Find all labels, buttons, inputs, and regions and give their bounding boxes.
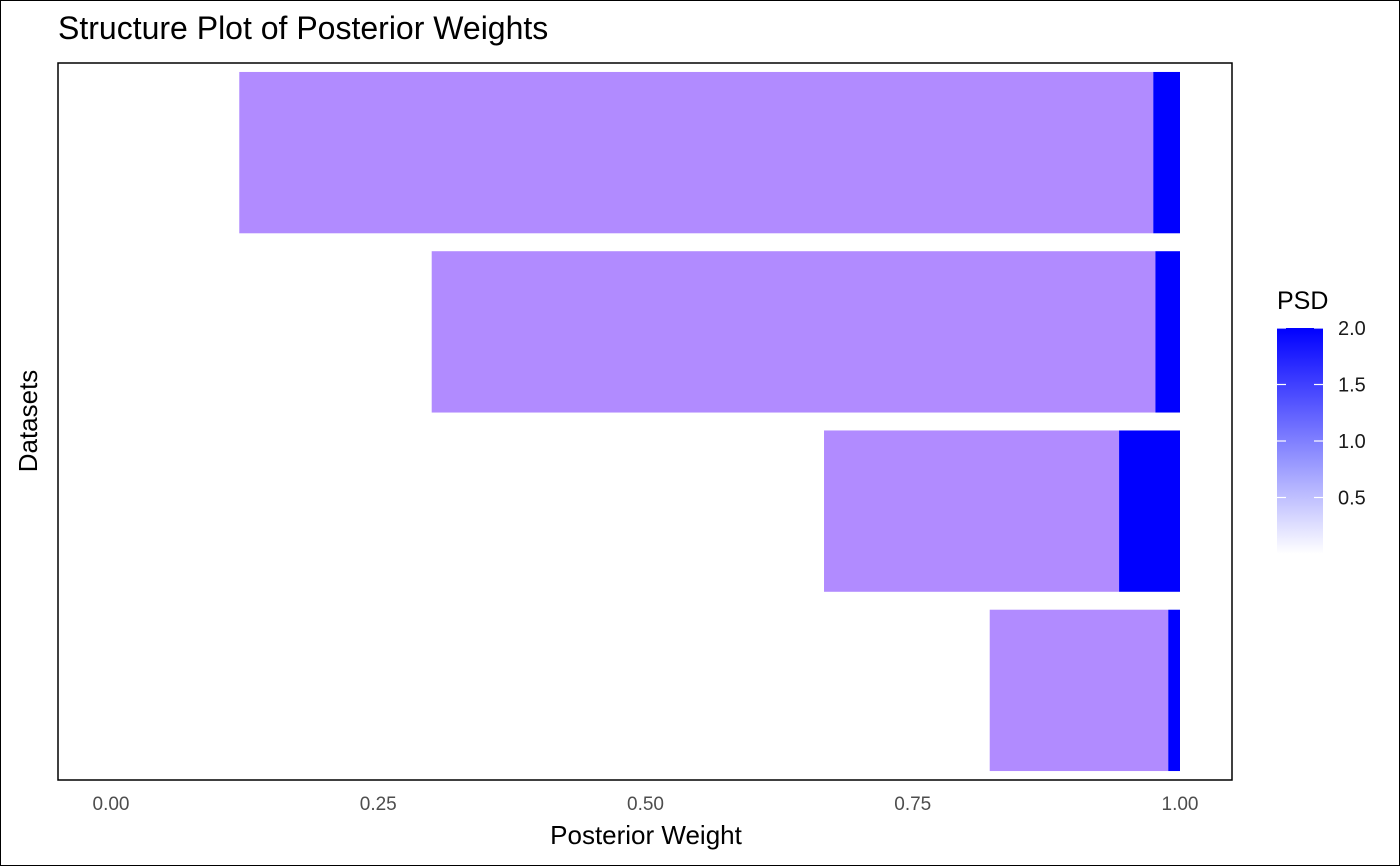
x-tick-label: 1.00 <box>1162 794 1199 815</box>
x-axis-title: Posterior Weight <box>550 820 742 850</box>
bar-segment-dataset-3-series-1 <box>824 430 1120 592</box>
bar-segment-dataset-3-series-2 <box>1119 430 1180 592</box>
legend-tick-label: 0.5 <box>1338 488 1366 510</box>
y-axis-title: Datasets <box>13 370 43 473</box>
legend-tick-label: 1.5 <box>1338 375 1366 397</box>
bar-segment-dataset-1-series-1 <box>239 71 1154 234</box>
bars-layer <box>239 71 1180 772</box>
x-tick-label: 0.75 <box>894 794 931 815</box>
legend-ticks: 0.5 1.0 1.5 2.0 <box>1277 318 1366 510</box>
bar-segment-dataset-4-series-2 <box>1168 609 1180 772</box>
x-tick-label: 0.50 <box>627 794 664 815</box>
legend-tick-label: 2.0 <box>1338 318 1366 340</box>
x-axis-ticks: 0.00 0.25 0.50 0.75 1.00 <box>93 794 1199 815</box>
bar-segment-dataset-4-series-1 <box>989 609 1169 772</box>
psd-legend: PSD 0.5 1.0 1.5 2.0 <box>1277 287 1366 554</box>
bar-segment-dataset-2-series-1 <box>431 251 1156 413</box>
legend-title: PSD <box>1277 287 1328 315</box>
bar-segment-dataset-2-series-2 <box>1155 251 1180 413</box>
x-tick-label: 0.00 <box>93 794 130 815</box>
x-tick-label: 0.25 <box>360 794 397 815</box>
legend-tick-label: 1.0 <box>1338 431 1366 453</box>
bar-segment-dataset-1-series-2 <box>1153 71 1180 234</box>
chart-title: Structure Plot of Posterior Weights <box>58 10 548 46</box>
